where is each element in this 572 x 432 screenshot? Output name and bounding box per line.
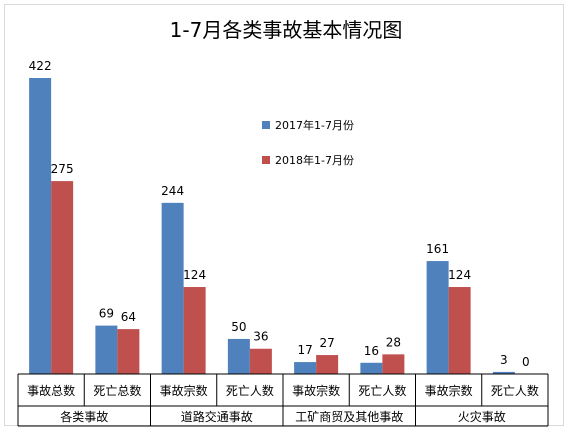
bar-2018-2	[183, 287, 206, 374]
legend-label: 2018年1-7月份	[275, 153, 354, 167]
group-label: 火灾事故	[458, 409, 506, 424]
bar-value-label: 27	[319, 336, 334, 350]
bar-2018-4	[316, 355, 339, 374]
bar-2017-4	[294, 362, 317, 374]
group-label: 工矿商贸及其他事故	[295, 409, 403, 424]
category-label: 事故宗数	[425, 383, 473, 398]
chart-title: 1-7月各类事故基本情况图	[169, 18, 403, 42]
category-label: 死亡人数	[226, 383, 274, 398]
bar-value-label: 50	[231, 320, 246, 334]
bar-value-label: 3	[500, 353, 508, 367]
bar-2017-3	[227, 338, 250, 374]
group-label: 各类事故	[60, 409, 108, 424]
bar-value-label: 275	[51, 162, 74, 176]
bar-value-label: 17	[297, 343, 312, 357]
category-label: 事故宗数	[292, 383, 340, 398]
category-label: 死亡总数	[93, 383, 141, 398]
bar-2017-1	[95, 325, 118, 374]
category-label: 事故总数	[27, 383, 75, 398]
group-label: 道路交通事故	[181, 409, 253, 424]
bar-2018-0	[51, 181, 74, 374]
legend-swatch-0	[262, 121, 270, 129]
legend: 2017年1-7月份 2018年1-7月份	[262, 118, 354, 167]
legend-swatch-1	[262, 156, 270, 164]
bar-2017-2	[161, 202, 184, 374]
bar-value-label: 422	[29, 59, 52, 73]
category-label: 事故宗数	[160, 383, 208, 398]
bar-value-label: 124	[183, 268, 206, 282]
bar-value-label: 64	[121, 310, 136, 324]
bar-2018-1	[117, 329, 140, 374]
bar-value-label: 16	[364, 344, 379, 358]
bar-2018-3	[249, 348, 272, 374]
bar-value-label: 244	[161, 184, 184, 198]
bar-value-label: 0	[522, 355, 530, 369]
bar-2018-6	[448, 287, 471, 374]
category-label: 死亡人数	[491, 383, 539, 398]
bar-2017-0	[29, 78, 52, 374]
bar-2017-6	[426, 261, 449, 374]
bar-value-label: 161	[426, 242, 449, 256]
bars-layer: 422 275 69 64 244 124 50 36 17 27 16 28 161 124 3 0	[29, 59, 530, 374]
bar-value-label: 124	[448, 268, 471, 282]
bar-value-label: 28	[386, 335, 401, 349]
category-label: 死亡人数	[358, 383, 406, 398]
legend-label: 2017年1-7月份	[275, 118, 354, 132]
bar-value-label: 69	[99, 307, 114, 321]
bar-2018-5	[382, 354, 405, 374]
bar-value-label: 36	[253, 330, 268, 344]
bar-2017-7	[492, 371, 515, 374]
bar-2017-5	[360, 362, 383, 374]
